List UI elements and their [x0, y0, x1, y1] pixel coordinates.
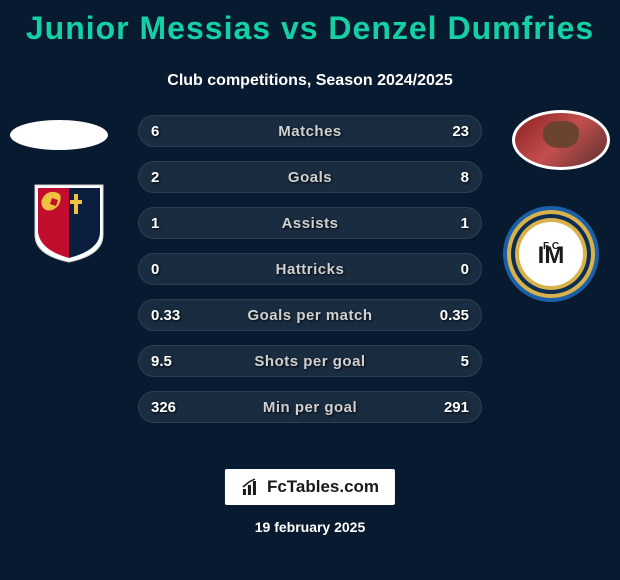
stat-left: 0 — [151, 261, 159, 278]
stat-left: 2 — [151, 169, 159, 186]
stat-row-assists: 1 Assists 1 — [138, 207, 482, 239]
stat-right: 0.35 — [440, 307, 469, 324]
stat-right: 23 — [452, 123, 469, 140]
stat-right: 1 — [461, 215, 469, 232]
brand-text: FcTables.com — [267, 477, 379, 497]
player2-photo — [512, 110, 610, 170]
svg-text:F C: F C — [543, 241, 559, 252]
stat-row-mpg: 326 Min per goal 291 — [138, 391, 482, 423]
player1-photo — [10, 120, 108, 150]
stat-label: Hattricks — [276, 261, 345, 278]
stat-right: 0 — [461, 261, 469, 278]
subtitle: Club competitions, Season 2024/2025 — [0, 72, 620, 90]
stat-row-goals: 2 Goals 8 — [138, 161, 482, 193]
stats-container: 6 Matches 23 2 Goals 8 1 Assists 1 0 Hat… — [138, 115, 482, 423]
stat-label: Matches — [278, 123, 342, 140]
stat-left: 0.33 — [151, 307, 180, 324]
stat-right: 5 — [461, 353, 469, 370]
club1-logo — [30, 180, 108, 265]
stat-label: Goals per match — [247, 307, 372, 324]
footer-brand: FcTables.com — [225, 469, 395, 505]
stat-left: 326 — [151, 399, 176, 416]
stat-label: Shots per goal — [254, 353, 365, 370]
stat-label: Assists — [282, 215, 339, 232]
stat-row-matches: 6 Matches 23 — [138, 115, 482, 147]
stat-row-spg: 9.5 Shots per goal 5 — [138, 345, 482, 377]
stat-left: 1 — [151, 215, 159, 232]
stat-row-gpm: 0.33 Goals per match 0.35 — [138, 299, 482, 331]
content-wrapper: IM F C 6 Matches 23 2 Goals 8 1 Assists … — [0, 115, 620, 423]
player2-name: Denzel Dumfries — [328, 10, 594, 46]
stat-label: Goals — [288, 169, 332, 186]
page-title: Junior Messias vs Denzel Dumfries — [0, 0, 620, 47]
stat-right: 8 — [461, 169, 469, 186]
player1-name: Junior Messias — [26, 10, 271, 46]
stat-label: Min per goal — [263, 399, 357, 416]
stat-left: 9.5 — [151, 353, 172, 370]
stats-icon — [241, 477, 261, 497]
footer-date: 19 february 2025 — [255, 519, 366, 535]
club2-logo: IM F C — [502, 205, 600, 303]
vs-text: vs — [281, 10, 319, 46]
stat-left: 6 — [151, 123, 159, 140]
stat-row-hattricks: 0 Hattricks 0 — [138, 253, 482, 285]
stat-right: 291 — [444, 399, 469, 416]
